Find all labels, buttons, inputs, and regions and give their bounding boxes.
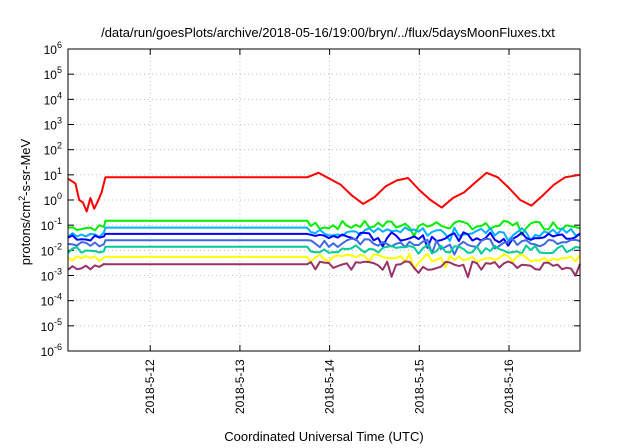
x-tick-label: 2018-5-16	[502, 359, 516, 414]
y-tick-label: 102	[44, 141, 62, 158]
series-line	[67, 244, 581, 255]
y-tick-label: 10-3	[41, 267, 62, 284]
y-tick-label: 103	[44, 116, 62, 133]
x-tick-label: 2018-5-12	[143, 359, 157, 414]
series-line	[67, 231, 581, 249]
y-tick-label: 101	[44, 166, 62, 183]
y-tick-label: 10-1	[41, 216, 62, 233]
x-tick-label: 2018-5-14	[323, 359, 337, 414]
x-axis-label: Coordinated Universal Time (UTC)	[224, 429, 423, 444]
y-tick-label: 10-4	[41, 292, 62, 309]
grid	[68, 49, 580, 351]
y-tick-label: 104	[44, 90, 62, 107]
y-tick-label: 10-6	[41, 342, 62, 359]
chart-title: /data/run/goesPlots/archive/2018-05-16/1…	[101, 25, 555, 40]
series-line	[67, 171, 581, 213]
x-tick-label: 2018-5-15	[412, 359, 426, 414]
plot-frame	[67, 48, 581, 352]
y-tick-label: 105	[44, 65, 62, 82]
x-tick-label: 2018-5-13	[233, 359, 247, 414]
series-line	[67, 260, 581, 279]
y-tick-label: 100	[44, 191, 62, 208]
x-axis: 2018-5-12 2018-5-13 2018-5-14 2018-5-15 2018…	[143, 49, 516, 414]
y-tick-label: 106	[44, 40, 62, 57]
series-lines	[67, 171, 581, 279]
y-tick-label: 10-2	[41, 241, 62, 258]
series-line	[67, 226, 581, 242]
y-tick-label: 10-5	[41, 317, 62, 334]
series-line	[67, 252, 581, 270]
series-line	[67, 219, 581, 238]
y-axis-label: protons/cm2-s-sr-MeV	[17, 138, 33, 265]
series-line	[67, 237, 581, 256]
y-axis: 10-6 10-5 10-4 10-3 10-2 10-1 100 101 102 103 104 1…	[41, 40, 580, 359]
